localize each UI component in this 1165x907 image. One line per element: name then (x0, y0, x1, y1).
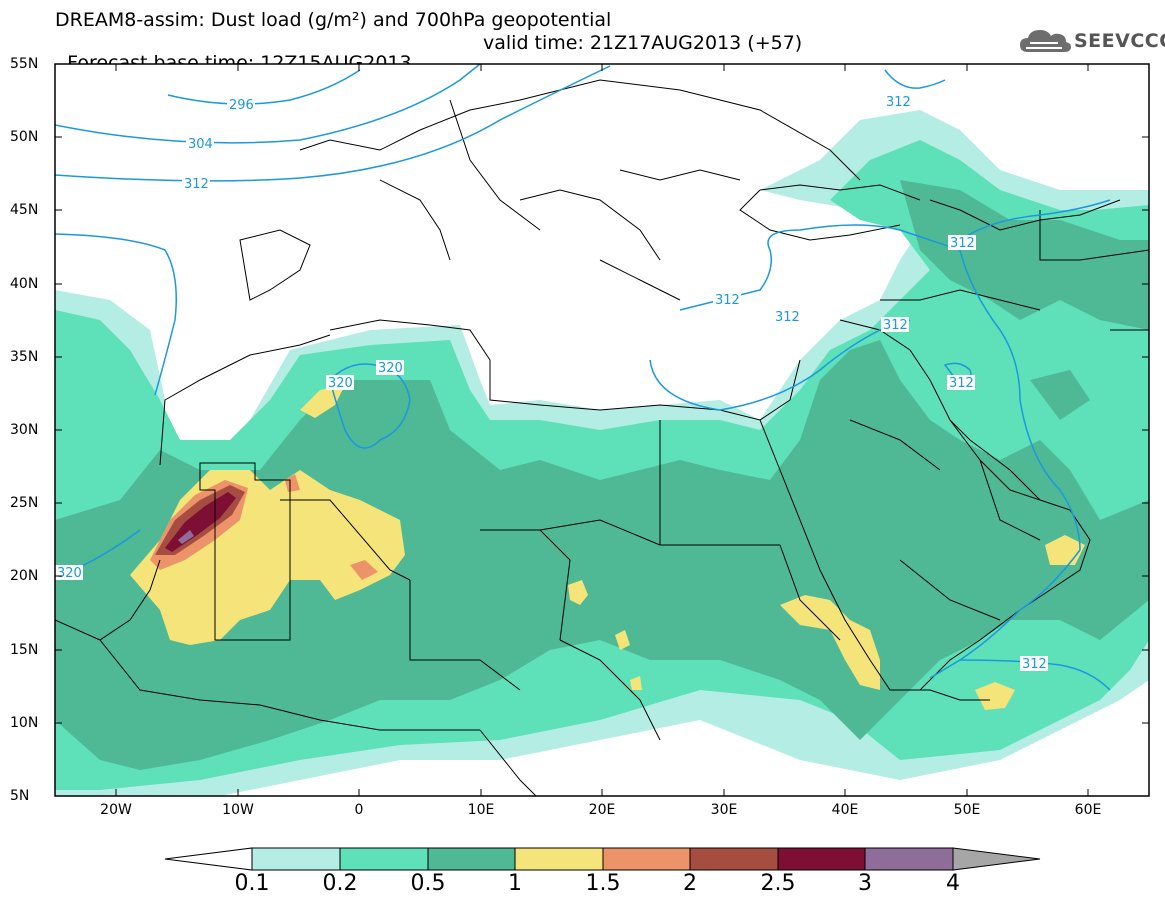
lat-label: 40N (10, 276, 39, 292)
contour-label-320-atlantic: 320 (57, 566, 82, 581)
lat-label: 25N (10, 495, 39, 511)
colorbar-bin-0.1-0.2 (251, 847, 341, 871)
lat-label: 55N (10, 56, 39, 72)
map-plot-area: 296 304 312 312 312 312 312 312 312 312 … (55, 64, 1149, 796)
lat-label: 30N (10, 422, 39, 438)
lon-label: 10E (467, 802, 495, 818)
colorbar-bin-3-4 (864, 847, 954, 871)
valid-time: valid time: 21Z17AUG2013 (+57) (483, 32, 803, 54)
lon-label: 60E (1074, 802, 1102, 818)
colorbar (164, 847, 1041, 871)
map-title: DREAM8-assim: Dust load (g/m²) and 700hP… (55, 9, 612, 31)
cloud-icon (1020, 30, 1071, 52)
contour-label-312-syria: 312 (883, 318, 908, 333)
colorbar-label: 4 (946, 871, 960, 896)
colorbar-bin-0.2-0.5 (339, 847, 429, 871)
lon-label: 0 (354, 802, 364, 818)
colorbar-label: 2.5 (760, 871, 796, 896)
contour-label-320-algeria: 320 (378, 361, 403, 376)
contour-label-312-caspian: 312 (950, 236, 975, 251)
colorbar-label: 2 (683, 871, 697, 896)
contour-label-320-morocco: 320 (328, 376, 353, 391)
colorbar-label: 1.5 (585, 871, 621, 896)
contour-label-312-iran: 312 (949, 376, 974, 391)
contour-label-312-greece: 312 (715, 293, 740, 308)
lon-label: 20W (100, 802, 132, 818)
colorbar-bin-1-1.5 (514, 847, 604, 871)
colorbar-bin-2.5-3 (777, 847, 866, 871)
colorbar-label: 0.5 (410, 871, 446, 896)
contour-label-304: 304 (188, 137, 213, 152)
contour-label-296: 296 (229, 98, 254, 113)
lat-label: 10N (10, 715, 39, 731)
lon-label: 40E (831, 802, 859, 818)
colorbar-bin-1.5-2 (602, 847, 691, 871)
contour-label-312-arabian-sea: 312 (1022, 657, 1047, 672)
lon-label: 30E (710, 802, 738, 818)
lat-label: 20N (10, 568, 39, 584)
colorbar-lower-arrow (164, 847, 253, 871)
lon-label: 50E (953, 802, 981, 818)
colorbar-label: 3 (858, 871, 872, 896)
contour-label-312-turkey: 312 (775, 310, 800, 325)
colorbar-bin-2-2.5 (689, 847, 779, 871)
contour-labels: 296 304 312 312 312 312 312 312 312 312 … (55, 94, 1048, 672)
contour-label-312-atlantic: 312 (184, 177, 209, 192)
axis-ticks (55, 63, 1149, 796)
colorbar-upper-arrow (952, 847, 1041, 871)
lon-label: 10W (222, 802, 254, 818)
colorbar-bin-0.5-1 (427, 847, 516, 871)
logo-text: SEEVCCC (1074, 30, 1165, 52)
colorbar-label: 0.1 (234, 871, 270, 896)
colorbar-label: 0.2 (322, 871, 358, 896)
lat-label: 50N (10, 129, 39, 145)
colorbar-label: 1 (508, 871, 522, 896)
lat-label: 45N (10, 202, 39, 218)
seevccc-logo: SEEVCCC (1018, 26, 1165, 56)
dust-level-3 (178, 530, 194, 544)
geopotential-contours (55, 64, 1111, 691)
lat-label: 15N (10, 642, 39, 658)
lat-label: 5N (10, 788, 30, 804)
contour-label-312-russia: 312 (886, 95, 911, 110)
lon-label: 20E (588, 802, 616, 818)
coastlines-borders (55, 79, 1149, 796)
lat-label: 35N (10, 349, 39, 365)
